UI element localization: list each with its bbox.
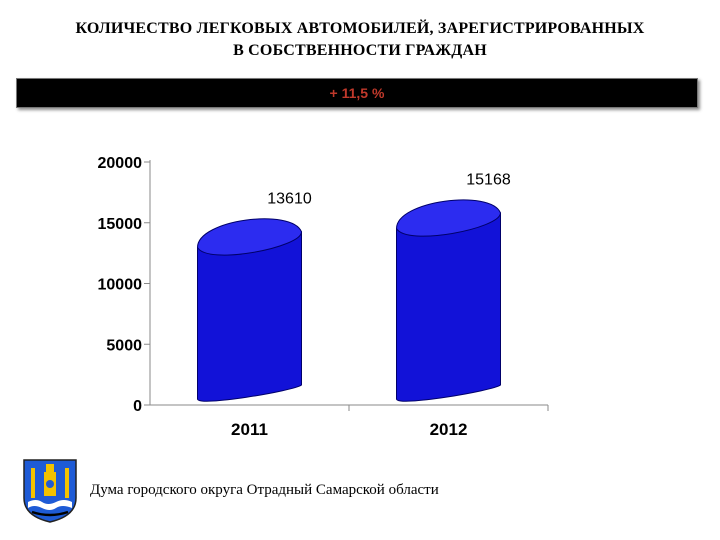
y-tick-label: 10000 xyxy=(98,277,143,294)
cylinder-top xyxy=(395,199,502,237)
y-tick-label: 5000 xyxy=(106,337,142,354)
cylinder-bar-chart: 0 5000 10000 15000 20000 13610 2011 15168 2012 xyxy=(98,155,549,439)
title-line-2: В СОБСТВЕННОСТИ ГРАЖДАН xyxy=(233,42,487,59)
y-tick-label: 20000 xyxy=(98,155,143,172)
cylinder-bar-2011 xyxy=(196,218,303,402)
title-line-1: КОЛИЧЕСТВО ЛЕГКОВЫХ АВТОМОБИЛЕЙ, ЗАРЕГИС… xyxy=(75,20,645,37)
city-coat-of-arms-logo xyxy=(23,459,77,523)
growth-banner: + 11,5 % xyxy=(16,78,698,108)
data-label: 15168 xyxy=(466,172,511,189)
footer: Дума городского округа Отрадный Самарско… xyxy=(22,458,682,524)
footer-organization-text: Дума городского округа Отрадный Самарско… xyxy=(90,482,439,498)
cylinder-bar-2012 xyxy=(395,199,502,402)
data-label: 13610 xyxy=(267,191,312,208)
y-tick-label: 0 xyxy=(133,398,142,415)
cylinder-top xyxy=(196,218,303,256)
cylinder-body xyxy=(197,231,302,402)
x-tick-label: 2011 xyxy=(231,420,268,439)
slide-title: КОЛИЧЕСТВО ЛЕГКОВЫХ АВТОМОБИЛЕЙ, ЗАРЕГИС… xyxy=(0,18,720,62)
cylinder-body xyxy=(396,212,501,402)
y-tick-label: 15000 xyxy=(98,216,143,233)
x-tick-label: 2012 xyxy=(430,420,468,439)
growth-percentage: + 11,5 % xyxy=(329,85,385,101)
